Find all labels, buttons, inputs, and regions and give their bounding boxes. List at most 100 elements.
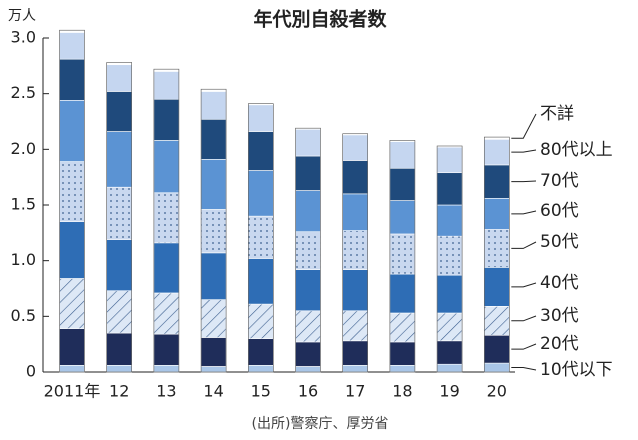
bar-segment [200, 337, 227, 367]
bar-segment [153, 71, 180, 100]
bar-segment [106, 332, 132, 366]
bar-segment [200, 299, 227, 338]
bar-segment [59, 221, 85, 279]
bar-segment [153, 292, 180, 335]
bar-segment [59, 365, 85, 373]
bar-segment [436, 235, 463, 276]
leader-line [511, 367, 537, 371]
bar-segment [389, 341, 416, 366]
bar-segment [436, 274, 463, 314]
bar-segment [59, 32, 85, 60]
bar-segment [59, 100, 85, 162]
legend-label: 70代 [540, 171, 579, 191]
y-tick-label: 0.5 [11, 306, 36, 325]
bar-segment [295, 128, 321, 157]
bar-segment [436, 340, 463, 365]
legend-label: 20代 [540, 334, 579, 354]
source: (出所)警察庁、厚労省 [252, 415, 389, 432]
bar-segment [106, 131, 132, 188]
bar-segment [295, 366, 321, 373]
y-tick-label: 2.0 [11, 139, 36, 158]
leader-line [511, 149, 537, 153]
bar-segment [483, 362, 510, 373]
x-tick-label: 18 [392, 382, 412, 401]
bar-segment [483, 139, 510, 166]
bar-segment [248, 131, 274, 171]
bar-segment [106, 62, 132, 66]
bar-segment [200, 159, 227, 210]
bar-segment [483, 136, 510, 140]
bar-segment [200, 91, 227, 120]
leader-line [511, 241, 537, 249]
bar-segment [59, 161, 85, 223]
bar-segment [342, 340, 369, 366]
bar-segment [342, 193, 369, 231]
bar-segment [342, 269, 369, 312]
bar-segment [295, 310, 321, 343]
bar-segment [248, 104, 274, 132]
bar-segment [200, 209, 227, 254]
bar-outline [342, 133, 369, 373]
x-tick-label: 14 [203, 382, 223, 401]
leader-line [511, 315, 537, 322]
bar-segment [248, 303, 274, 339]
bar-segment [342, 230, 369, 270]
bar-segment [389, 200, 416, 235]
x-tick-label: 13 [156, 382, 176, 401]
bar-outline [389, 140, 416, 373]
bar-segment [389, 365, 416, 373]
x-tick-label: 15 [251, 382, 271, 401]
y-unit: 万人 [8, 8, 36, 24]
bar-segment [483, 198, 510, 230]
x-tick-label: 16 [298, 382, 318, 401]
bar-segment [106, 91, 132, 132]
x-tick-label: 19 [439, 382, 459, 401]
legend-label: 50代 [540, 232, 579, 252]
leader-line [511, 210, 537, 215]
bar-segment [436, 312, 463, 342]
bar-segment [153, 365, 180, 373]
bar-outline [59, 29, 85, 373]
legend-label: 40代 [540, 273, 579, 293]
bar-segment [106, 365, 132, 373]
legend-label: 30代 [540, 306, 579, 326]
bar-segment [436, 146, 463, 174]
y-tick-label: 2.5 [11, 83, 36, 102]
x-tick-label: 20 [487, 382, 507, 401]
y-tick-label: 1.5 [11, 195, 36, 214]
bar-segment [59, 58, 85, 101]
bar-outline [106, 62, 132, 373]
bar-segment [200, 88, 227, 92]
bar-outline [483, 136, 510, 373]
bar-segment [389, 167, 416, 201]
bar-segment [248, 215, 274, 259]
leader-line [511, 113, 537, 139]
bar-segment [106, 64, 132, 92]
bar-segment [389, 141, 416, 169]
bar-segment [153, 242, 180, 294]
legend-label: 80代以上 [540, 140, 613, 160]
bar-segment [59, 328, 85, 366]
bar-segment [200, 118, 227, 160]
bar-segment [295, 269, 321, 312]
bar-segment [483, 164, 510, 199]
y-tick-label: 1.0 [11, 250, 36, 269]
bar-outline [436, 145, 463, 373]
bar-segment [106, 239, 132, 292]
bar-segment [248, 258, 274, 305]
bar-segment [106, 186, 132, 240]
bar-segment [483, 229, 510, 268]
bar-segment [295, 341, 321, 367]
bar-segment [295, 231, 321, 270]
bar-segment [389, 273, 416, 314]
bar-segment [483, 334, 510, 364]
bar-segment [153, 192, 180, 244]
legend-label: 60代 [540, 201, 579, 221]
bar-segment [342, 160, 369, 195]
bar-outline [153, 68, 180, 373]
bar-segment [483, 306, 510, 336]
bar-segment [295, 155, 321, 191]
bar-segment [59, 29, 85, 33]
bar-segment [248, 170, 274, 217]
